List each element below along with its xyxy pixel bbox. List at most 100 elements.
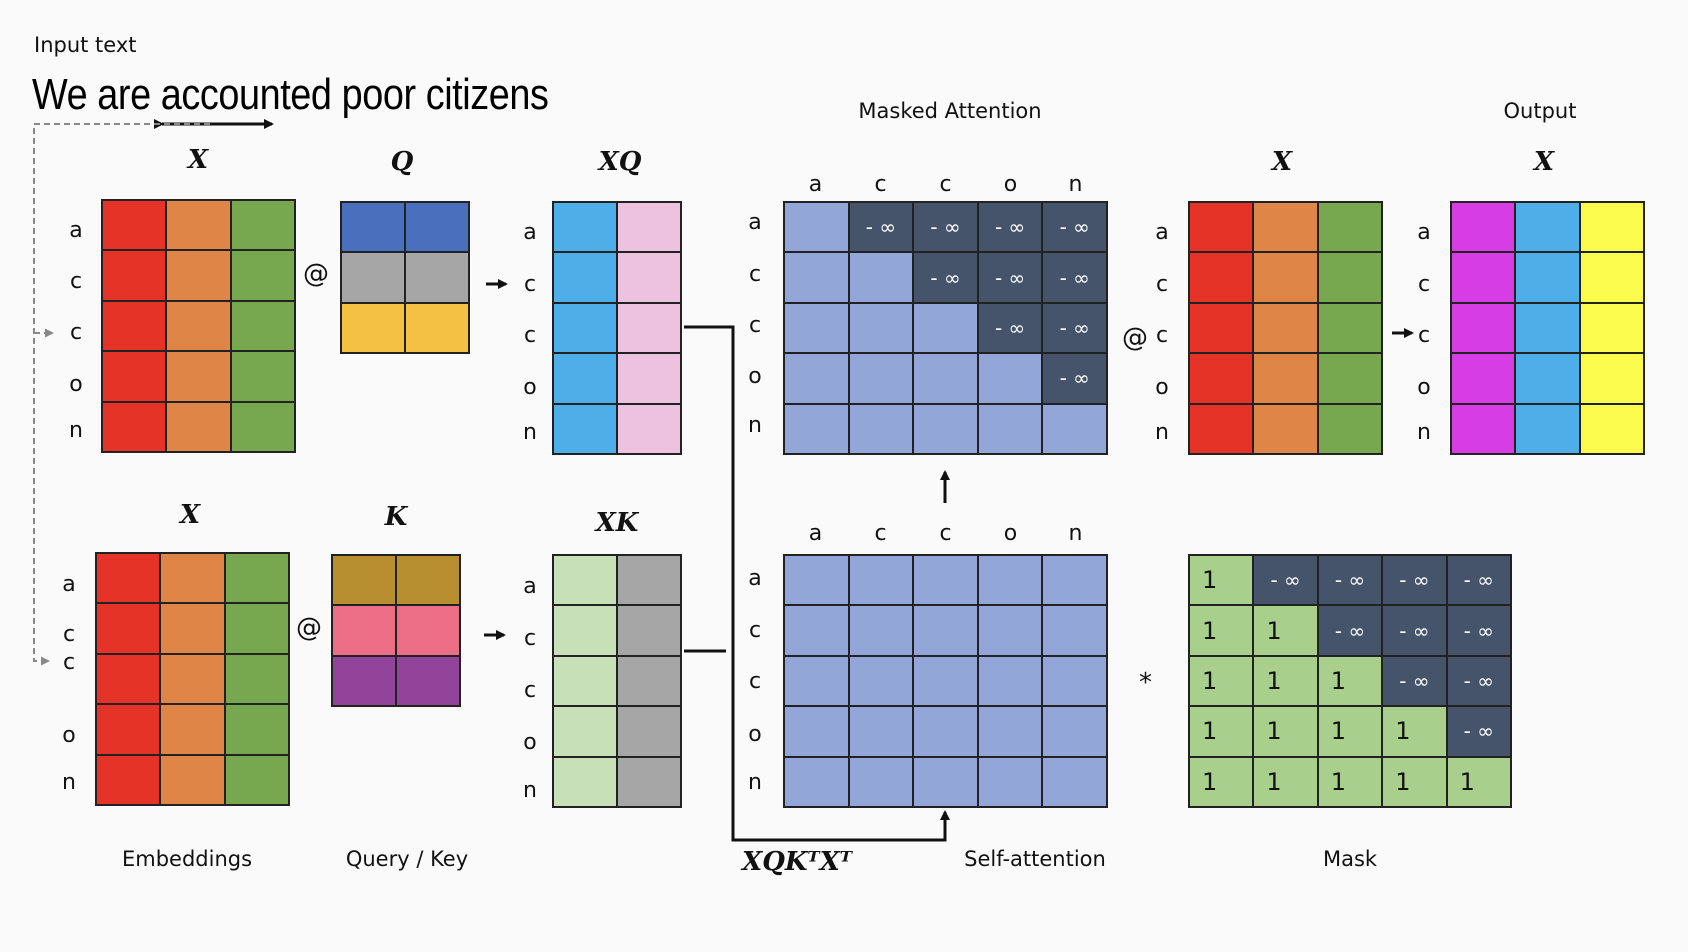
embeddings-top-row-label: c [69,269,83,294]
mask-cell: 1 [1189,706,1254,757]
embeddings-top-cell [230,300,295,352]
self-attention-cell [913,605,978,656]
value-embeddings-matrix [1188,201,1383,455]
mask-cell: 1 [1253,756,1318,807]
embeddings-top-cell [102,401,167,452]
xq-cell [553,252,617,303]
value-embeddings-cell [1253,403,1318,454]
matmul-operator-value: @ [1122,323,1148,353]
value-embeddings-row-label: n [1155,420,1169,445]
masked-attention-cell: - ∞ [848,202,914,253]
mask-cell: 1 [1189,605,1254,656]
mask-cell: - ∞ [1446,706,1511,757]
embeddings-bottom-cell [224,704,289,755]
masked-attention-cell [784,403,849,454]
xq-matrix-label: XQ [598,147,642,177]
value-embeddings-row-label: a [1155,220,1169,245]
output-cell [1451,403,1516,454]
xq-cell [553,202,617,253]
masked-attention-cell: - ∞ [1042,252,1107,303]
masked-attention-cell [784,202,849,253]
xq-cell [553,353,617,404]
xq-matrix [552,201,682,455]
embeddings-top-cell [102,300,167,352]
masked-attention-cell: - ∞ [913,202,978,253]
output-row-label: c [1417,272,1431,297]
mask-caption: Mask [1322,847,1378,871]
self-attention-cell [848,555,914,606]
matmul-operator-q: @ [303,259,329,289]
xk-cell [553,605,617,656]
xk-matrix [552,554,682,808]
masked-attention-col-label: a [808,172,823,197]
self-attention-col-label: c [874,521,887,546]
k-matrix-label: K [384,502,408,532]
masked-attention-cell [848,252,914,303]
output-cell [1579,202,1644,253]
masked-attention-cell [1042,403,1107,454]
x-embeddings-bottom-label: X [179,500,201,530]
embeddings-top-row-label: c [69,320,83,345]
query-weight-cell [341,302,405,353]
output-cell [1515,353,1580,404]
masked-attention-row-label: a [748,210,762,235]
self-attention-caption: Self-attention [964,847,1106,871]
query-weight-cell [341,252,405,303]
self-attention-cell [848,605,914,656]
xk-cell [553,555,617,606]
output-cell [1579,252,1644,303]
embeddings-bottom-row-label: c [62,650,76,675]
self-attention-cell [784,655,849,707]
masked-attention-cell [784,252,849,303]
embeddings-bottom-cell [160,653,225,705]
embeddings-bottom-cell [160,754,225,805]
xq-row-label: c [523,323,537,348]
x-embeddings-top-label: X [187,145,209,175]
masked-attention-col-label: n [1068,172,1083,197]
xq-cell [617,403,681,454]
self-attention-cell [1042,655,1107,707]
xq-row-label: n [523,420,537,445]
output-cell [1515,403,1580,454]
mask-cell: - ∞ [1446,655,1511,707]
masked-attention-row-label: c [748,262,762,287]
output-cell [1451,302,1516,354]
masked-attention-cell [913,353,978,404]
value-embeddings-cell [1189,252,1254,303]
self-attention-row-label: o [748,722,762,747]
xq-xk-connector [684,325,950,842]
query-weight-cell [341,202,405,253]
self-attention-cell [977,706,1043,757]
self-attention-col-label: o [1003,521,1018,546]
masked-attention-cell: - ∞ [977,252,1043,303]
masked-attention-cell [977,353,1043,404]
self-attention-cell [784,605,849,656]
self-attention-cell [913,655,978,707]
mask-matrix: 1- ∞ - ∞ - ∞ - ∞ 1 1- ∞ - ∞ - ∞ 1 1 1- ∞ - ∞ 1 1 1 1- ∞… [1188,554,1512,808]
embeddings-top-cell [166,250,231,301]
mask-cell: - ∞ [1382,655,1447,707]
masked-attention-cell [913,403,978,454]
key-weight-cell [396,605,460,656]
output-row-label: c [1417,323,1431,348]
key-weight-cell [396,655,460,706]
key-weight-matrix [331,554,461,707]
xq-row-label: o [523,375,537,400]
xq-cell [617,302,681,354]
output-row-label: n [1417,420,1431,445]
value-embeddings-cell [1253,353,1318,404]
self-attention-col-label: c [939,521,952,546]
masked-attention-row-label: c [748,313,762,338]
masked-attention-title: Masked Attention [858,99,1042,123]
output-cell [1451,202,1516,253]
self-attention-cell [1042,605,1107,656]
self-attention-cell [1042,756,1107,807]
xqkx-label: XQKᵀXᵀ [742,847,852,877]
mask-cell: - ∞ [1317,555,1383,606]
mask-cell: 1 [1253,706,1318,757]
masked-attention-cell [848,403,914,454]
self-attention-cell [848,706,914,757]
value-embeddings-cell [1253,202,1318,253]
embeddings-matrix-top [101,199,296,453]
